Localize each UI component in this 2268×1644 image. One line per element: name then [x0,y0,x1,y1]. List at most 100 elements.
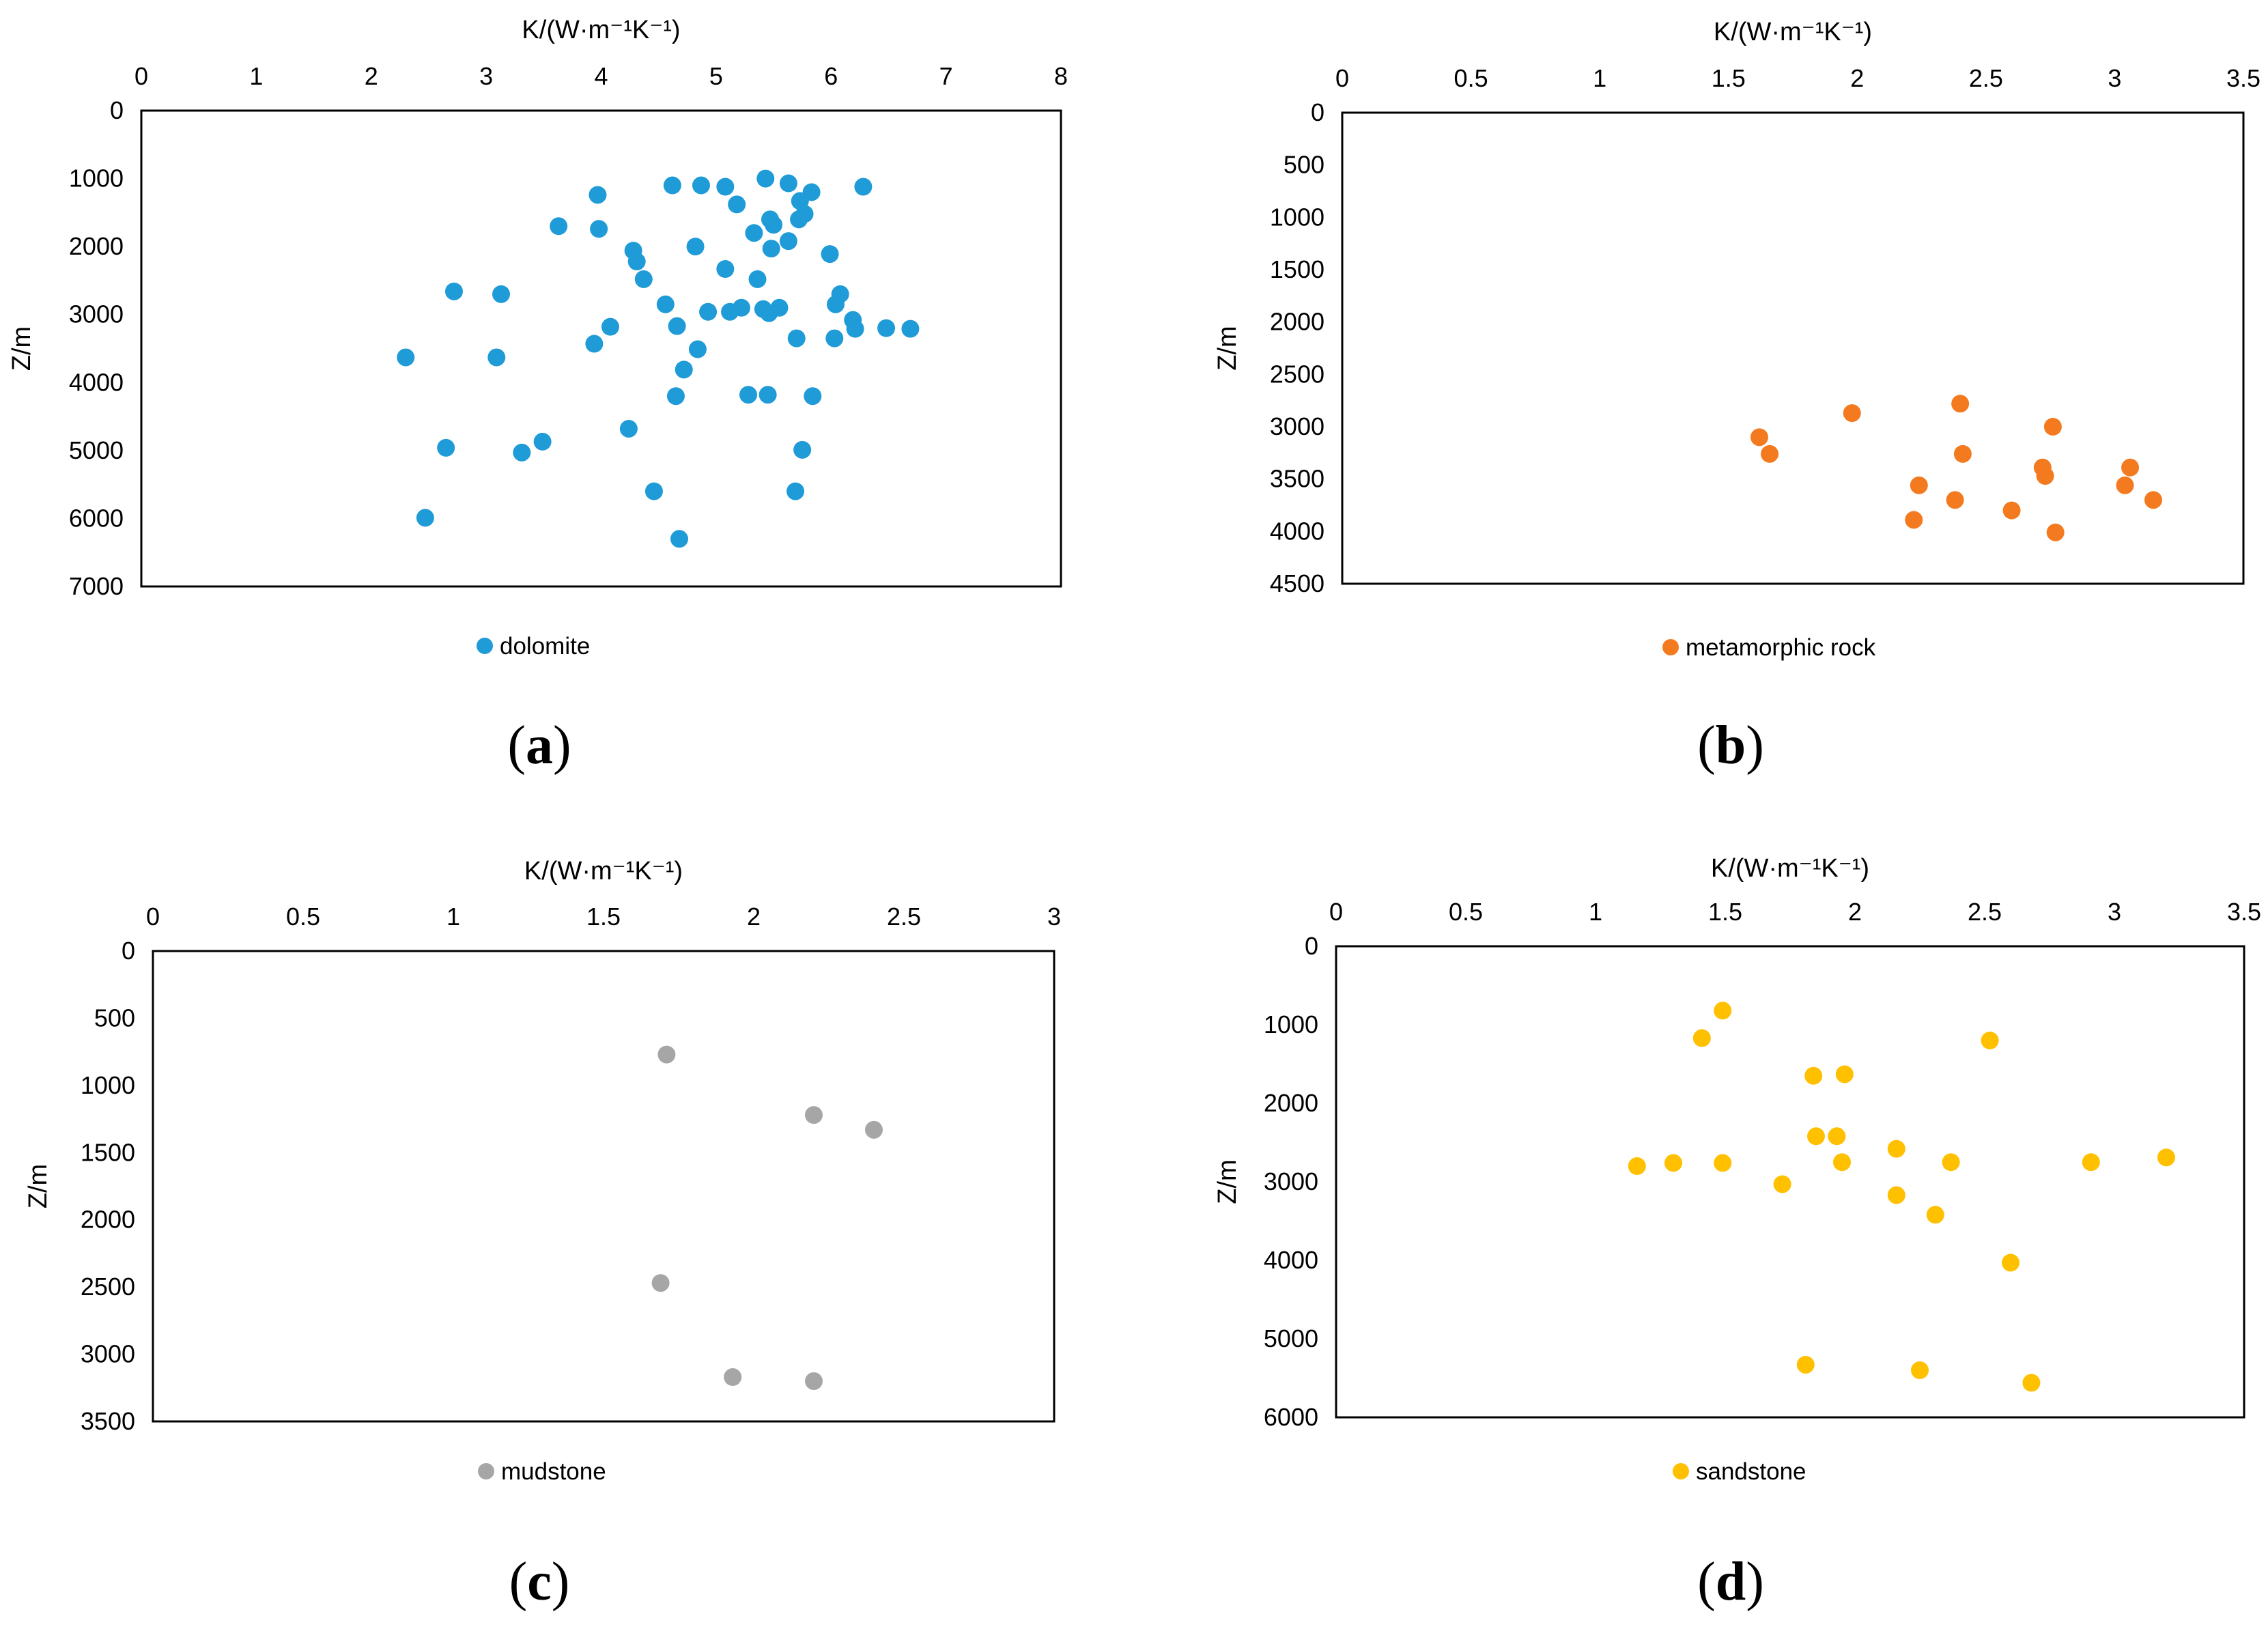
y-tick-label: 500 [94,1004,135,1032]
y-tick-label: 4500 [1270,569,1324,597]
data-point [901,320,920,338]
data-point [444,282,463,300]
x-tick-label: 1.5 [586,903,621,931]
data-point [1628,1157,1646,1175]
data-point [492,285,511,303]
data-point [1714,1154,1732,1172]
data-point [550,217,568,236]
x-tick-label: 1.5 [1712,64,1746,92]
y-tick-label: 2000 [1270,308,1324,336]
data-point [779,174,797,193]
data-point [2002,1253,2019,1272]
data-point [619,419,638,438]
y-tick-label: 3500 [81,1407,135,1435]
data-point [745,224,763,242]
data-point [1951,395,1970,413]
data-point [1981,1032,1999,1049]
y-tick-label: 1000 [1270,203,1324,231]
y-tick-label: 6000 [69,504,124,532]
data-point [416,509,434,527]
y-tick-label: 3000 [69,300,124,328]
data-point [627,253,646,271]
y-tick-label: 7000 [69,572,124,600]
data-point [692,176,710,195]
data-point [2022,1374,2041,1392]
panel-label: (c) [509,1552,570,1612]
x-tick-label: 3 [479,62,493,90]
x-tick-label: 4 [594,62,608,90]
y-axis-title: Z/m [1213,326,1242,370]
data-point [739,386,758,404]
x-tick-label: 1 [249,62,263,90]
y-tick-label: 2500 [81,1273,135,1301]
x-tick-label: 0 [146,903,160,931]
data-point [804,387,822,406]
data-point [668,317,686,335]
data-point [790,210,808,229]
x-tick-label: 3 [2108,898,2121,926]
x-tick-label: 3.5 [2227,898,2261,926]
data-point [1942,1153,1960,1172]
y-tick-label: 500 [1284,151,1324,179]
legend-label: mudstone [501,1458,606,1485]
data-point [1835,1065,1854,1083]
data-point [825,329,844,348]
legend-label: metamorphic rock [1686,634,1876,661]
data-point [634,270,653,288]
data-point [2121,458,2140,477]
data-point [2157,1148,2175,1167]
data-point [437,438,455,457]
data-point [724,1368,742,1387]
legend-marker [478,1463,494,1479]
data-point [1804,1066,1823,1085]
data-point [1692,1029,1711,1047]
x-tick-label: 2 [1850,64,1864,92]
data-point [762,240,780,258]
y-tick-label: 2000 [1264,1089,1318,1117]
data-point [487,348,506,367]
data-point [779,232,797,251]
y-tick-label: 0 [122,937,135,965]
data-point [793,440,812,459]
y-tick-label: 2500 [1270,360,1324,388]
data-point [688,340,707,358]
y-tick-label: 0 [1305,932,1318,960]
data-point [1714,1002,1732,1020]
plot-area-frame [152,950,1055,1423]
x-tick-label: 2 [747,903,761,931]
y-tick-label: 1000 [1264,1010,1318,1038]
data-point [756,169,775,188]
data-point [686,238,705,256]
data-point [1910,476,1928,494]
x-tick-label: 3.5 [2226,64,2260,92]
data-point [663,176,681,195]
data-point [585,335,604,353]
x-tick-label: 2 [365,62,378,90]
y-tick-label: 3000 [1264,1167,1318,1195]
plot-area-frame [140,109,1062,588]
x-tick-label: 0 [134,62,148,90]
y-tick-label: 6000 [1264,1403,1318,1431]
y-axis-title: Z/m [24,1164,53,1208]
data-point [2082,1153,2100,1172]
data-point [728,195,746,214]
legend-label: sandstone [1696,1458,1806,1485]
x-axis-title: K/(W·m⁻¹K⁻¹) [1711,854,1869,883]
x-tick-label: 1 [1593,64,1606,92]
data-point [533,432,552,451]
x-tick-label: 6 [824,62,838,90]
y-tick-label: 1500 [81,1138,135,1166]
data-point [1807,1127,1825,1146]
data-point [846,320,864,338]
data-point [2043,418,2062,436]
data-point [716,178,735,196]
x-axis-title: K/(W·m⁻¹K⁻¹) [524,857,683,885]
data-point [748,270,767,288]
y-tick-label: 3000 [1270,412,1324,440]
data-point [1773,1175,1791,1193]
data-point [601,317,619,336]
y-tick-label: 0 [1311,98,1324,126]
data-point [1750,428,1768,447]
data-point [821,245,839,264]
